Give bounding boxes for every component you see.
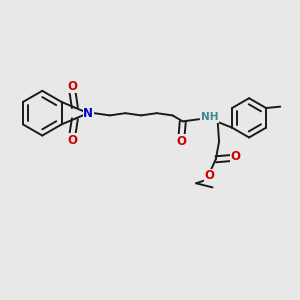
Text: O: O (230, 150, 240, 163)
Text: O: O (67, 134, 77, 147)
Text: O: O (176, 135, 186, 148)
Text: O: O (205, 169, 214, 182)
Text: O: O (67, 80, 77, 92)
Text: NH: NH (200, 112, 218, 122)
Text: N: N (83, 107, 93, 120)
